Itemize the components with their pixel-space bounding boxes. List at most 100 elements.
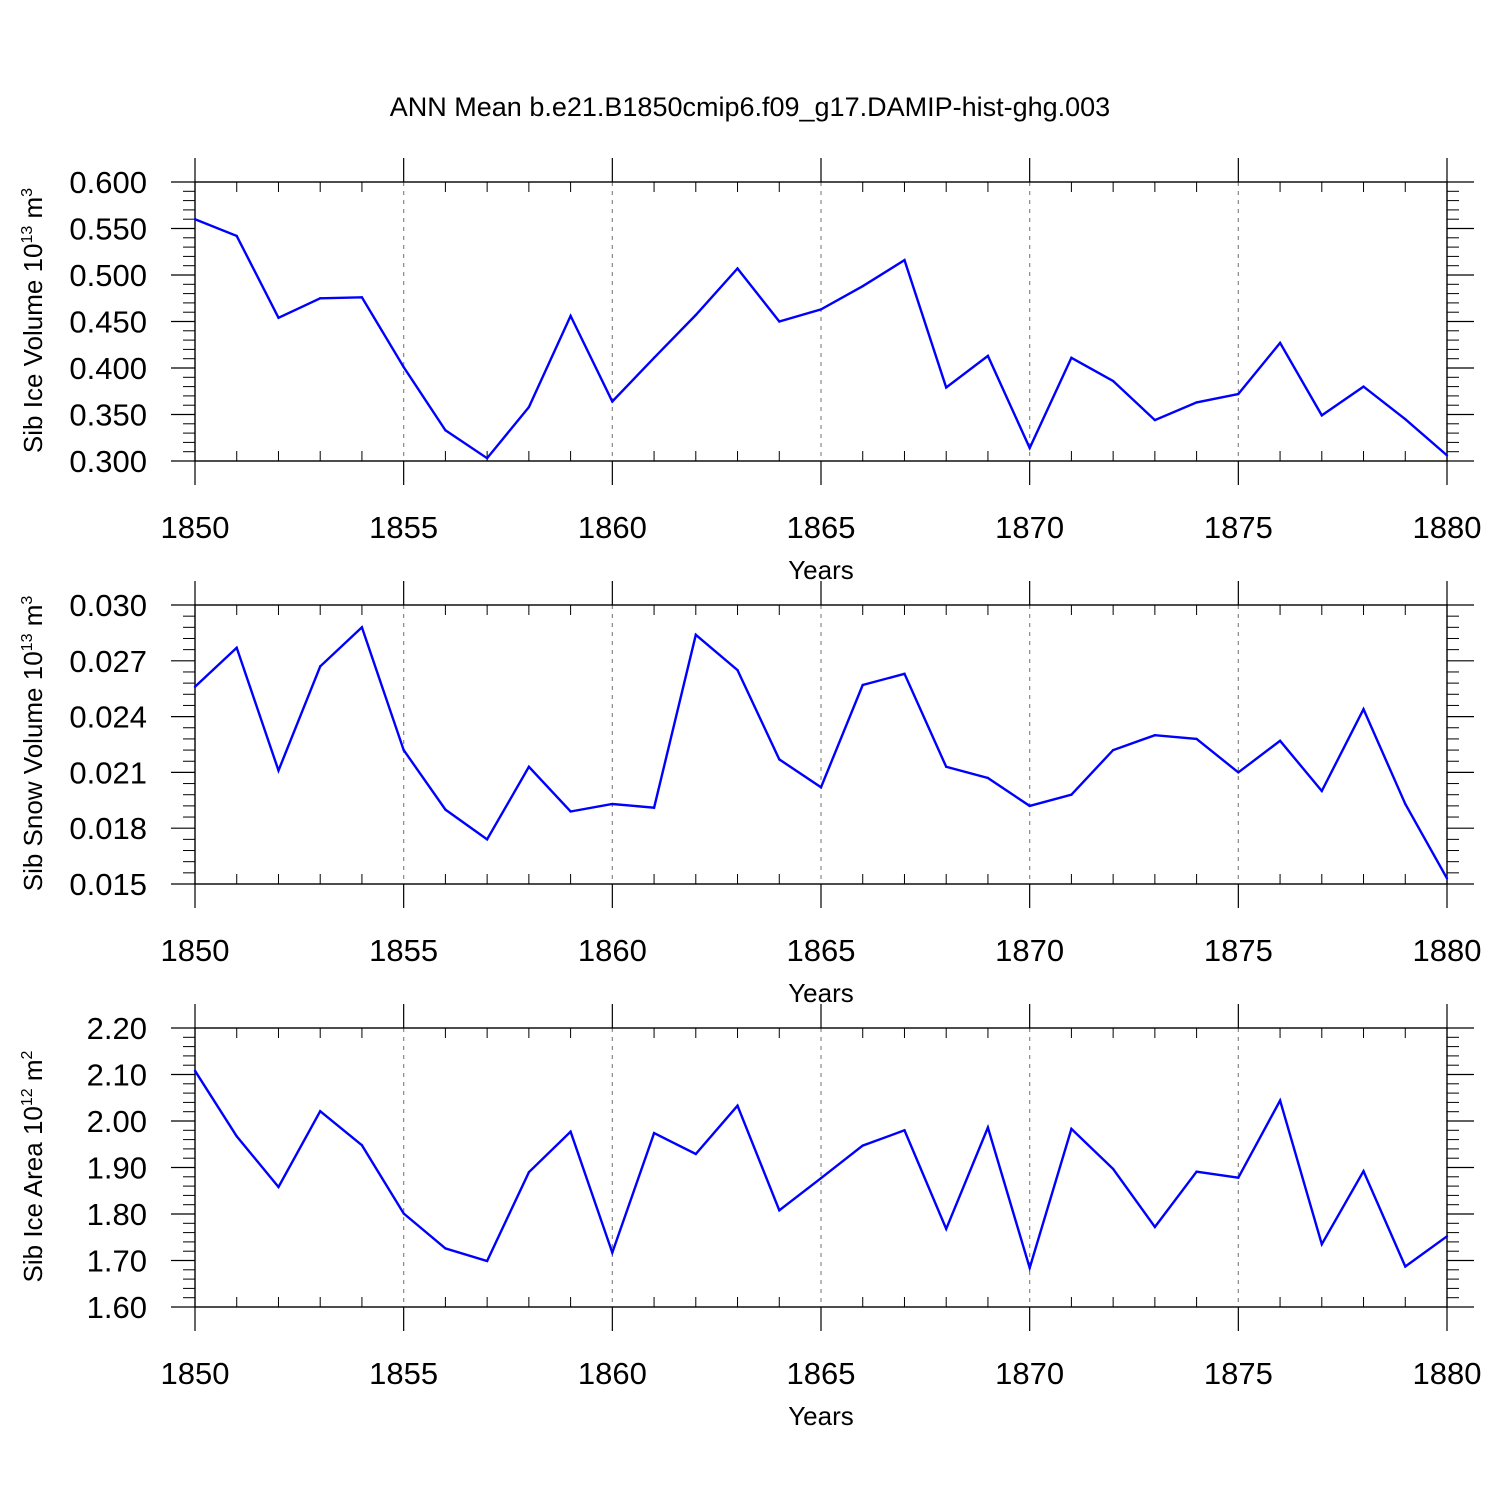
data-point [1028,446,1031,450]
data-point [360,296,364,299]
data-point [1320,414,1324,417]
x-tick-label: 1855 [369,933,438,968]
data-point [1404,1265,1407,1268]
data-point [485,838,489,841]
y-tick-label: 2.20 [87,1011,147,1046]
data-point [1070,793,1073,796]
x-tick-label: 1855 [369,510,438,545]
data-point [235,1135,238,1138]
data-point [903,672,906,676]
y-tick-label: 0.021 [69,755,147,790]
x-axis-title: Years [788,555,854,585]
data-point [694,633,697,636]
y-tick-label: 0.450 [69,305,147,340]
data-point [402,365,405,369]
data-point [1028,1266,1031,1270]
y-tick-label: 1.70 [87,1244,147,1279]
data-point [1028,804,1031,808]
data-point [1195,737,1198,741]
x-tick-label: 1865 [787,1356,856,1391]
data-point [611,400,614,403]
data-point [1111,379,1115,383]
chart-panel-2: 0.030 0.027 0.024 0.021 0.018 0.015 1850 1855 18… [18,581,1481,1008]
data-point [193,1069,197,1072]
y-tick-label: 0.350 [69,398,147,433]
data-point [193,685,197,689]
x-axis-title: Years [788,978,854,1008]
y-tick-label: 1.80 [87,1197,147,1232]
data-point [611,1251,614,1254]
y-axis-title: Sib Ice Area 1012 m2 [18,1050,48,1282]
data-point [444,1247,447,1250]
x-tick-label: 1865 [787,933,856,968]
data-point [1404,802,1407,806]
y-tick-label: 0.030 [69,588,147,623]
data-point [277,1185,280,1189]
data-point [694,1152,697,1156]
data-point [527,765,531,769]
y-tick-label: 0.018 [69,811,147,846]
data-point [319,1110,322,1113]
chart-panel-1: 0.600 0.550 0.500 0.450 0.400 0.350 0.300 1850 1… [18,158,1481,585]
y-tick-label: 0.027 [69,644,147,679]
data-point [903,258,906,262]
y-axis-title: Sib Ice Volume 1013 m3 [18,188,48,453]
x-tick-label: 1865 [787,510,856,545]
data-point [1237,392,1240,396]
data-point [1153,734,1157,737]
y-tick-label: 2.10 [87,1058,147,1093]
x-tick-label: 1860 [578,933,647,968]
data-point [819,786,823,789]
data-point [1237,771,1240,774]
data-point [736,1104,739,1107]
data-point [1445,454,1449,457]
data-point [569,314,572,318]
x-tick-label: 1870 [995,933,1064,968]
data-point [485,457,489,460]
data-point [1362,385,1365,388]
y-tick-label: 1.60 [87,1290,147,1325]
data-point [694,313,697,317]
x-tick-label: 1850 [161,933,230,968]
data-point [1278,1099,1282,1102]
x-tick-label: 1880 [1413,933,1482,968]
x-axis-title: Years [788,1401,854,1431]
data-point [527,405,531,409]
data-point [1278,341,1282,345]
y-tick-label: 0.600 [69,165,147,200]
data-point [235,234,238,238]
data-point [819,1176,823,1180]
x-tick-label: 1880 [1413,1356,1482,1391]
data-point [319,297,322,300]
plot-frame [194,1027,1448,1308]
data-point [235,646,238,649]
data-point [1153,1225,1157,1229]
data-point [444,429,447,432]
data-point [778,758,781,761]
y-tick-label: 0.015 [69,867,147,902]
x-tick-label: 1875 [1204,510,1273,545]
data-point [402,1212,405,1215]
data-point [1111,1167,1115,1171]
data-point [945,1227,948,1231]
data-point [861,284,864,288]
data-point [652,806,656,809]
x-tick-label: 1850 [161,510,230,545]
data-point [1445,1235,1449,1238]
y-tick-label: 0.300 [69,444,147,479]
data-point [277,769,280,772]
data-point [986,776,990,780]
y-tick-label: 0.400 [69,351,147,386]
y-tick-label: 0.500 [69,258,147,293]
x-tick-label: 1860 [578,1356,647,1391]
y-axis-title: Sib Snow Volume 1013 m3 [18,596,48,892]
data-point [1195,401,1198,404]
data-point [861,683,864,687]
data-point [485,1259,489,1263]
data-point [1320,1243,1324,1246]
data-point [444,808,447,811]
page-title: ANN Mean b.e21.B1850cmip6.f09_g17.DAMIP-… [389,92,1111,122]
y-tick-label: 0.550 [69,212,147,247]
data-point [736,668,739,672]
